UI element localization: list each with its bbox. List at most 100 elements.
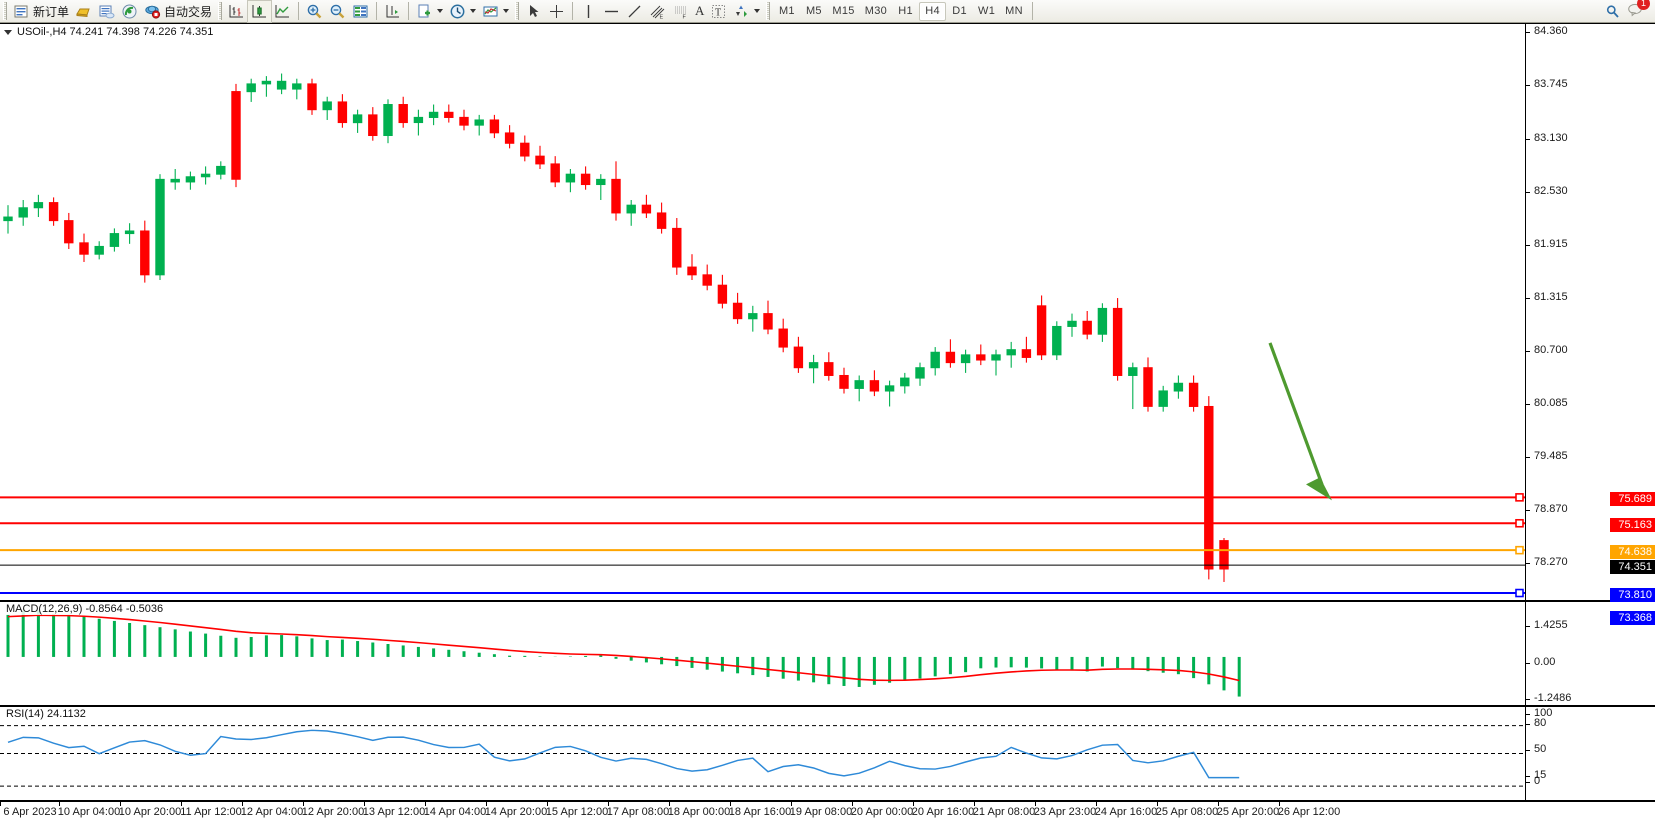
toolbar-grip-4[interactable] [766, 2, 771, 20]
timeframe-d1[interactable]: D1 [952, 5, 967, 17]
equidistant-channel-icon: E [650, 5, 665, 20]
time-label: 13 Apr 12:00 [362, 806, 426, 818]
timeframe-h1[interactable]: H1 [898, 5, 913, 17]
timeframe-m15[interactable]: M15 [832, 5, 855, 17]
macd-plot[interactable] [0, 602, 1525, 705]
macd-pane[interactable]: MACD(12,26,9) -0.8564 -0.5036 1.4255 0.00… [0, 601, 1655, 706]
zoom-in-button[interactable] [303, 1, 326, 22]
equidistant-channel-button[interactable]: E [646, 1, 669, 22]
line-chart-button[interactable] [271, 1, 294, 22]
toolbar-grip[interactable] [3, 2, 7, 20]
time-tick [1157, 802, 1158, 806]
signal-button[interactable] [118, 1, 141, 22]
templates-caret-icon[interactable] [437, 9, 444, 13]
text-button[interactable]: A [692, 1, 707, 22]
time-label: 14 Apr 20:00 [484, 806, 548, 818]
crosshair-button[interactable] [545, 1, 568, 22]
chart-dropdown-icon[interactable] [4, 29, 12, 35]
zoom-in-icon [307, 4, 322, 18]
period-caret-icon[interactable] [470, 9, 477, 13]
price-pane[interactable]: USOil-,H4 74.241 74.398 74.226 74.351 84… [0, 23, 1655, 780]
time-label: 19 Apr 08:00 [789, 806, 853, 818]
zoom-out-button[interactable] [326, 1, 349, 22]
toolbar-grip-3[interactable] [515, 2, 520, 20]
notification-button[interactable]: 1 [1624, 0, 1650, 22]
trendline-button[interactable] [623, 1, 646, 22]
time-tick [181, 802, 182, 806]
price-axis[interactable]: 84.360 83.745 83.130 82.530 81.915 81.315 80.7… [1525, 24, 1655, 780]
gold-bar-button[interactable] [72, 1, 95, 22]
rsi-pane[interactable]: RSI(14) 24.1132 100 80 50 15 0 [0, 706, 1655, 801]
time-label: 14 Apr 04:00 [423, 806, 487, 818]
rsi-axis[interactable]: 100 80 50 15 0 [1525, 707, 1655, 800]
toolbar-separator-4 [572, 2, 574, 20]
bar-chart-icon [229, 4, 244, 17]
vertical-line-button[interactable] [577, 1, 600, 22]
toolbar-separator-5 [1031, 2, 1033, 20]
bar-chart-button[interactable] [225, 1, 248, 22]
indicators-caret-icon[interactable] [503, 9, 510, 13]
timeframe-w1[interactable]: W1 [978, 5, 996, 17]
cursor-button[interactable] [522, 1, 545, 22]
text-label-button[interactable]: T [707, 1, 730, 22]
level-tag-take-profit-1[interactable]: 73.810 [1610, 588, 1655, 602]
level-tag-stop-loss-1[interactable]: 75.689 [1610, 492, 1655, 506]
data-window-button[interactable] [349, 1, 372, 22]
level-tag-pending-order[interactable]: 74.638 [1610, 545, 1655, 559]
chart-shift-icon [386, 4, 400, 17]
svg-text:E: E [660, 14, 664, 20]
macd-signal-line [7, 614, 1240, 682]
time-tick [364, 802, 365, 806]
templates-icon [418, 4, 431, 17]
crosshair-icon [550, 4, 564, 18]
timeframe-h4[interactable]: H4 [919, 1, 947, 21]
time-label: 23 Apr 23:00 [1033, 806, 1097, 818]
indicators-button[interactable] [479, 1, 512, 22]
symbol-header[interactable]: USOil-,H4 74.241 74.398 74.226 74.351 [0, 24, 214, 40]
objects-caret-icon[interactable] [754, 9, 761, 13]
rsi-line [7, 729, 1240, 779]
down-arrow-annotation[interactable] [1268, 342, 1332, 501]
search-button[interactable] [1601, 1, 1624, 22]
time-label: 6 Apr 2023 [3, 806, 57, 818]
chart-shift-button[interactable] [381, 1, 404, 22]
timeframe-m5[interactable]: M5 [805, 5, 822, 17]
news-button[interactable] [95, 1, 118, 22]
time-tick [1279, 802, 1280, 806]
auto-trading-button[interactable]: 自动交易 [141, 1, 215, 22]
zoom-out-icon [330, 4, 345, 18]
fibonacci-button[interactable]: F [669, 1, 692, 22]
horizontal-line-button[interactable] [600, 1, 623, 22]
rsi-plot[interactable] [0, 707, 1525, 800]
time-label: 12 Apr 20:00 [301, 806, 365, 818]
timeframe-mn[interactable]: MN [1005, 5, 1023, 17]
time-tick [1218, 802, 1219, 806]
price-plot[interactable] [0, 24, 1525, 600]
level-tag-stop-loss-2[interactable]: 75.163 [1610, 518, 1655, 532]
signal-icon [122, 4, 137, 18]
level-tag-take-profit-2[interactable]: 73.368 [1610, 611, 1655, 625]
time-tick [730, 802, 731, 806]
toolbar-grip-2[interactable] [218, 2, 223, 20]
timeframe-m1[interactable]: M1 [778, 5, 795, 17]
indicators-icon [483, 6, 498, 16]
candlestick-canvas [0, 73, 1525, 598]
level-tag-current-price[interactable]: 74.351 [1610, 560, 1655, 574]
macd-histogram [6, 610, 1241, 697]
candlestick-chart-button[interactable] [247, 0, 273, 23]
time-axis[interactable]: 6 Apr 2023 10 Apr 04:00 10 Apr 20:00 11 Apr… [0, 801, 1655, 826]
objects-button[interactable] [730, 1, 763, 22]
auto-trading-label: 自动交易 [164, 4, 213, 19]
period-button[interactable] [446, 1, 479, 22]
time-label: 25 Apr 08:00 [1155, 806, 1219, 818]
vertical-line-icon [587, 4, 590, 18]
timeframe-m30[interactable]: M30 [864, 5, 888, 17]
new-order-button[interactable]: 新订单 [10, 1, 72, 22]
templates-button[interactable] [413, 1, 446, 22]
chart-area[interactable]: USOil-,H4 74.241 74.398 74.226 74.351 84… [0, 23, 1655, 826]
time-label: 10 Apr 04:00 [57, 806, 121, 818]
time-tick [547, 802, 548, 806]
time-label: 20 Apr 16:00 [911, 806, 975, 818]
text-label-icon: T [712, 4, 726, 18]
time-tick [242, 802, 243, 806]
